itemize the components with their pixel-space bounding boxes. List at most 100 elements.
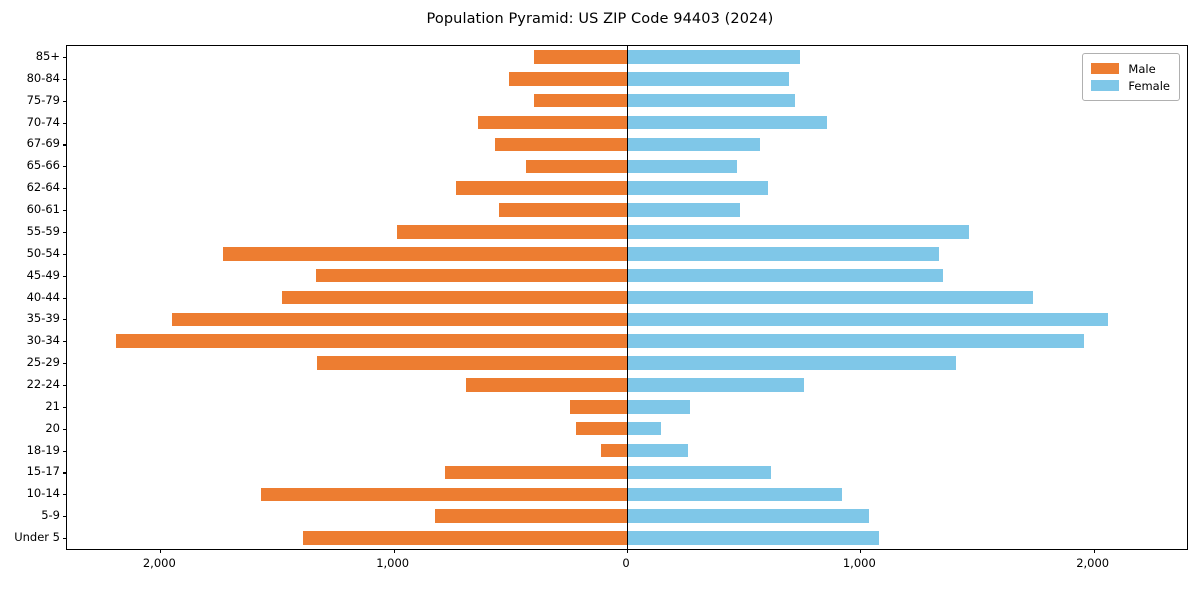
y-tick-label: 67-69 — [26, 136, 60, 151]
bar-male — [260, 487, 627, 502]
bar-female — [627, 443, 688, 458]
bar-row — [67, 203, 1187, 217]
bar-female — [627, 290, 1033, 305]
y-tick-mark — [63, 166, 67, 168]
bar-row — [67, 378, 1187, 392]
bar-male — [281, 290, 627, 305]
bar-female — [627, 378, 805, 392]
bar-male — [498, 203, 627, 217]
bar-row — [67, 334, 1187, 348]
y-tick-label: 21 — [45, 398, 60, 413]
y-tick-label: 15-17 — [26, 464, 60, 479]
legend-swatch-female — [1091, 80, 1120, 91]
bar-row — [67, 159, 1187, 174]
bar-male — [434, 509, 627, 523]
bar-row — [67, 531, 1187, 545]
y-tick-mark — [63, 319, 67, 321]
bar-female — [627, 93, 795, 108]
y-tick-label: 85+ — [35, 48, 60, 63]
y-tick-mark — [63, 144, 67, 146]
bar-female — [627, 356, 956, 370]
bar-male — [302, 531, 627, 545]
bar-male — [495, 137, 627, 152]
x-tick-mark — [393, 549, 395, 553]
x-tick-label: 0 — [622, 556, 630, 570]
bar-row — [67, 487, 1187, 502]
y-tick-mark — [63, 275, 67, 277]
y-tick-label: 50-54 — [26, 245, 60, 260]
bar-female — [627, 421, 661, 436]
bar-row — [67, 137, 1187, 152]
bar-row — [67, 356, 1187, 370]
y-tick-label: Under 5 — [14, 530, 60, 545]
y-tick-label: 60-61 — [26, 202, 60, 217]
bar-row — [67, 509, 1187, 523]
y-tick-label: 10-14 — [26, 486, 60, 501]
bar-female — [627, 334, 1085, 348]
y-tick-mark — [63, 450, 67, 452]
x-tick-mark — [627, 549, 629, 553]
bar-female — [627, 487, 842, 502]
y-tick-label: 25-29 — [26, 355, 60, 370]
bar-male — [315, 268, 627, 283]
y-tick-label: 62-64 — [26, 180, 60, 195]
bar-female — [627, 50, 800, 64]
bar-male — [569, 400, 627, 414]
y-tick-label: 80-84 — [26, 70, 60, 85]
bar-male — [172, 312, 627, 327]
x-tick-mark — [160, 549, 162, 553]
x-tick-mark — [1093, 549, 1095, 553]
y-tick-label: 65-66 — [26, 158, 60, 173]
bar-male — [477, 115, 627, 130]
bar-female — [627, 115, 827, 130]
bar-row — [67, 181, 1187, 195]
bar-row — [67, 72, 1187, 86]
chart-title: Population Pyramid: US ZIP Code 94403 (2… — [426, 11, 774, 27]
bar-male — [116, 334, 627, 348]
bar-female — [627, 225, 969, 239]
bar-row — [67, 290, 1187, 305]
bar-row — [67, 268, 1187, 283]
y-tick-mark — [63, 56, 67, 59]
bar-female — [627, 531, 879, 545]
bar-male — [533, 93, 627, 108]
y-tick-mark — [63, 538, 67, 540]
y-tick-mark — [63, 406, 67, 408]
y-tick-mark — [63, 472, 67, 474]
y-tick-mark — [63, 363, 67, 365]
bar-female — [627, 400, 690, 414]
x-tick-label: 2,000 — [1076, 556, 1110, 570]
x-tick-label: 1,000 — [842, 556, 876, 570]
bar-male — [575, 421, 627, 436]
legend: Male Female — [1082, 53, 1180, 101]
y-tick-label: 20 — [45, 420, 60, 435]
y-tick-label: 22-24 — [26, 376, 60, 391]
y-tick-mark — [63, 428, 67, 430]
plot-area: Male Female — [63, 45, 1188, 553]
bar-row — [67, 246, 1187, 261]
bar-female — [627, 181, 769, 195]
bar-male — [601, 443, 627, 458]
bar-female — [627, 203, 741, 217]
bar-female — [627, 312, 1108, 327]
bar-male — [533, 50, 627, 64]
bar-female — [627, 509, 869, 523]
bar-male — [223, 246, 627, 261]
bar-male — [316, 356, 627, 370]
x-tick-mark — [860, 549, 862, 553]
bar-row — [67, 443, 1187, 458]
y-tick-label: 45-49 — [26, 267, 60, 282]
y-tick-mark — [63, 516, 67, 518]
bar-row — [67, 465, 1187, 480]
y-tick-label: 30-34 — [26, 333, 60, 348]
y-tick-mark — [63, 384, 67, 387]
bar-male — [525, 159, 627, 174]
bar-female — [627, 465, 771, 480]
y-tick-label: 35-39 — [26, 311, 60, 326]
y-tick-label: 5-9 — [41, 508, 60, 523]
bar-male — [445, 465, 627, 480]
bar-female — [627, 246, 939, 261]
bar-row — [67, 50, 1187, 64]
bar-male — [455, 181, 627, 195]
